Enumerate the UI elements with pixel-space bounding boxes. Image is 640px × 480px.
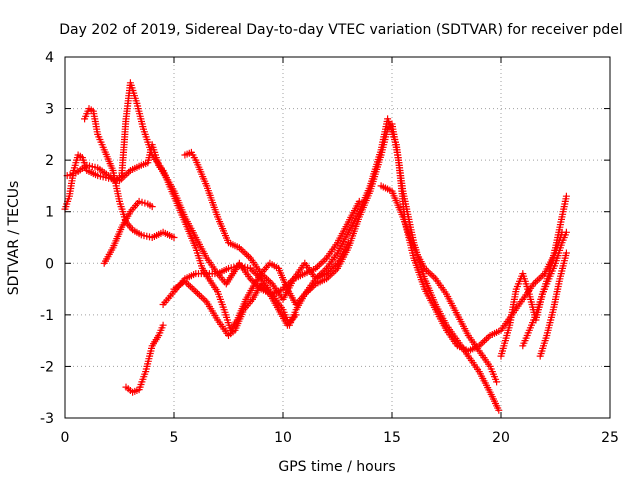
data-point-marker: [493, 378, 501, 386]
y-tick-label: 1: [45, 205, 54, 221]
series-track-3: [81, 105, 178, 241]
chart-title: Day 202 of 2019, Sidereal Day-to-day VTE…: [59, 22, 623, 38]
y-axis-label: SDTVAR / TECUs: [6, 181, 22, 296]
series-track-5: [122, 321, 167, 396]
data-point-marker: [562, 228, 570, 236]
series-track-12: [536, 249, 570, 360]
x-tick-label: 15: [383, 430, 401, 446]
data-point-marker: [148, 203, 156, 211]
y-tick-label: 3: [45, 102, 54, 118]
series-track-1: [61, 120, 566, 355]
series-track-4: [100, 197, 156, 267]
data-point-marker: [495, 406, 503, 414]
x-tick-label: 0: [61, 430, 70, 446]
series-track-6: [159, 197, 363, 308]
series-track-7: [181, 148, 352, 303]
y-tick-label: -3: [40, 411, 54, 427]
data-point-marker: [344, 239, 352, 247]
y-tick-label: -1: [40, 308, 54, 324]
series-line: [500, 196, 568, 357]
data-point-marker: [170, 234, 178, 241]
data-point-marker: [292, 311, 300, 319]
y-tick-label: 2: [45, 153, 54, 169]
series-track-2: [63, 79, 503, 414]
x-tick-label: 10: [274, 430, 292, 446]
tick-layer: 0 5 10 15 20 25 -3 -2 -1 0 1 2 3 4: [40, 50, 619, 446]
series-layer: [61, 79, 570, 414]
data-point-marker: [355, 197, 363, 205]
series-track-11: [519, 228, 570, 350]
data-point-marker: [562, 249, 570, 257]
series-track-9: [377, 182, 501, 386]
plot-frame: [64, 56, 611, 419]
x-axis-label: GPS time / hours: [278, 459, 395, 475]
y-tick-label: 4: [45, 50, 54, 66]
series-track-8: [170, 277, 300, 339]
y-tick-label: -2: [40, 359, 54, 375]
data-point-marker: [562, 192, 570, 200]
x-tick-label: 25: [601, 430, 619, 446]
series-line: [64, 123, 563, 352]
y-tick-label: 0: [45, 256, 54, 272]
x-tick-label: 5: [170, 430, 179, 446]
x-tick-label: 20: [492, 430, 510, 446]
data-point-marker: [159, 321, 167, 329]
